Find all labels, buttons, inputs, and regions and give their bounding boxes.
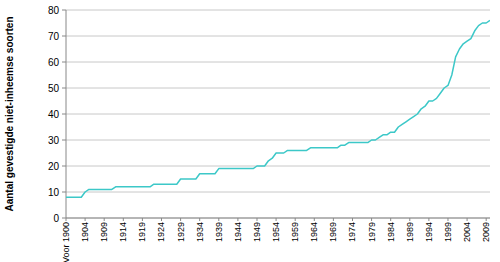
y-tick xyxy=(62,140,66,141)
y-tick-label: 10 xyxy=(48,187,60,198)
grid-line xyxy=(66,36,490,37)
x-tick xyxy=(256,218,257,221)
x-tick xyxy=(428,218,429,221)
x-tick-label: 1944 xyxy=(233,222,243,242)
y-tick-label: 80 xyxy=(48,5,60,16)
grid-line xyxy=(66,140,490,141)
grid-line xyxy=(66,114,490,115)
y-tick xyxy=(62,218,66,219)
x-tick-label: 1909 xyxy=(99,222,109,242)
y-axis xyxy=(66,10,67,218)
x-tick-label: 1904 xyxy=(80,222,90,242)
grid-line xyxy=(66,192,490,193)
x-tick xyxy=(333,218,334,221)
x-tick xyxy=(390,218,391,221)
x-tick-label: 1919 xyxy=(137,222,147,242)
x-tick xyxy=(295,218,296,221)
y-tick-label: 60 xyxy=(48,57,60,68)
x-tick-label: 1949 xyxy=(252,222,262,242)
y-tick xyxy=(62,114,66,115)
data-line xyxy=(66,20,490,197)
chart: 0 10 20 30 40 50 60 70 80 Voor 1900 1904 1909 1914 19… xyxy=(0,0,500,262)
x-tick xyxy=(467,218,468,221)
x-tick xyxy=(409,218,410,221)
x-tick-label: 1989 xyxy=(405,222,415,242)
grid-line xyxy=(66,10,490,11)
grid-line xyxy=(66,166,490,167)
x-tick-label: 1914 xyxy=(118,222,128,242)
x-tick-label: 1999 xyxy=(443,222,453,242)
x-tick-label: 1979 xyxy=(367,222,377,242)
x-tick-label: 1929 xyxy=(176,222,186,242)
y-tick-label: 30 xyxy=(48,135,60,146)
y-tick-label: 20 xyxy=(48,161,60,172)
x-tick xyxy=(180,218,181,221)
x-tick-label: 1954 xyxy=(271,222,281,242)
x-tick xyxy=(104,218,105,221)
y-axis-title: Aantal gevestigde niet-inheemse soorten xyxy=(4,16,15,211)
y-tick xyxy=(62,62,66,63)
x-tick xyxy=(314,218,315,221)
x-axis xyxy=(66,218,490,219)
x-tick xyxy=(352,218,353,221)
x-tick xyxy=(66,218,67,221)
x-tick xyxy=(161,218,162,221)
x-tick xyxy=(276,218,277,221)
x-tick-label: 1959 xyxy=(290,222,300,242)
grid-line xyxy=(66,88,490,89)
y-tick-label: 40 xyxy=(48,109,60,120)
grid-line xyxy=(66,62,490,63)
x-tick-label: 1994 xyxy=(424,222,434,242)
y-tick xyxy=(62,88,66,89)
x-tick-label: 1984 xyxy=(386,222,396,242)
y-tick xyxy=(62,166,66,167)
x-tick xyxy=(142,218,143,221)
y-tick xyxy=(62,192,66,193)
y-tick-label: 50 xyxy=(48,83,60,94)
x-tick-label: 1974 xyxy=(347,222,357,242)
x-tick-label: 1964 xyxy=(309,222,319,242)
x-tick xyxy=(371,218,372,221)
x-tick-label: 1969 xyxy=(328,222,338,242)
x-tick xyxy=(123,218,124,221)
y-tick xyxy=(62,36,66,37)
x-tick xyxy=(237,218,238,221)
y-tick-label: 70 xyxy=(48,31,60,42)
x-tick-label: 1939 xyxy=(214,222,224,242)
plot-area xyxy=(66,20,490,197)
x-tick xyxy=(486,218,487,221)
x-tick-label: Voor 1900 xyxy=(61,222,71,262)
x-tick xyxy=(447,218,448,221)
x-tick xyxy=(199,218,200,221)
x-tick-label: 1924 xyxy=(156,222,166,242)
x-tick-label: 2009 xyxy=(481,222,491,242)
x-tick xyxy=(218,218,219,221)
y-tick-label: 0 xyxy=(53,213,59,224)
x-tick-label: 2004 xyxy=(462,222,472,242)
x-tick xyxy=(85,218,86,221)
x-tick-label: 1934 xyxy=(195,222,205,242)
grid-line xyxy=(66,218,490,219)
y-tick xyxy=(62,10,66,11)
